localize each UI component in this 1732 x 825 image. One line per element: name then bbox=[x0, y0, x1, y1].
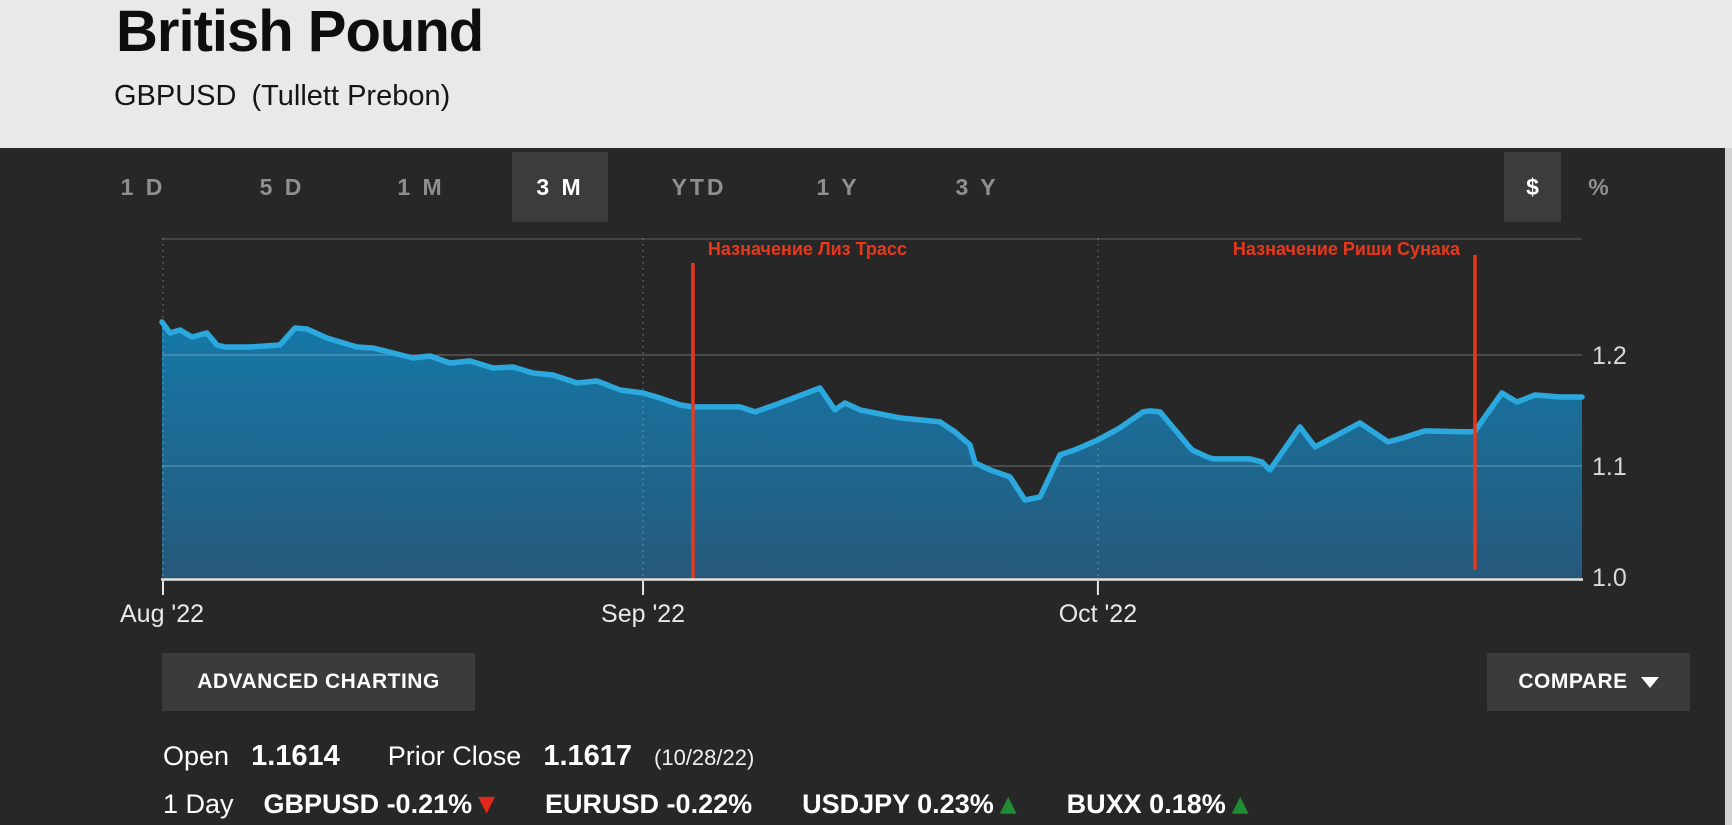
compare-label: COMPARE bbox=[1518, 670, 1628, 693]
instrument-subtitle: GBPUSD (Tullett Prebon) bbox=[114, 80, 450, 113]
ticker-change: GBPUSD -0.21% bbox=[263, 789, 473, 819]
prior-close-label: Prior Close bbox=[387, 741, 522, 771]
page-title: British Pound bbox=[116, 0, 484, 64]
y-axis-label: 1.0 bbox=[1592, 564, 1627, 592]
chart-module: 1 D 5 D 1 M 3 M YTD 1 Y 3 Y $% Назначение Лиз … bbox=[0, 148, 1732, 825]
advanced-charting-button[interactable]: ADVANCED CHARTING bbox=[162, 653, 475, 711]
y-axis-label: 1.1 bbox=[1592, 453, 1627, 481]
ticker-change: USDJPY 0.23% bbox=[802, 789, 994, 819]
x-axis-label: Oct '22 bbox=[1058, 600, 1138, 628]
unit-toggle-percent[interactable]: % bbox=[1588, 173, 1609, 200]
advanced-charting-label: ADVANCED CHARTING bbox=[197, 670, 440, 693]
range-tab-ytd[interactable]: YTD bbox=[671, 173, 727, 200]
range-tab-5d[interactable]: 5 D bbox=[259, 173, 305, 200]
compare-button[interactable]: COMPARE bbox=[1487, 653, 1690, 711]
chart-area-fill bbox=[162, 322, 1582, 578]
y-axis-label: 1.2 bbox=[1592, 342, 1627, 370]
down-arrow-icon: ▼ bbox=[478, 791, 496, 817]
ticker-usdjpy[interactable]: USDJPY 0.23% ▲ bbox=[802, 789, 1017, 820]
as-of-date: (10/28/22) bbox=[654, 745, 755, 770]
range-tab-3y[interactable]: 3 Y bbox=[955, 173, 999, 200]
quote-source: (Tullett Prebon) bbox=[251, 80, 451, 112]
range-tabbar: 1 D 5 D 1 M 3 M YTD 1 Y 3 Y bbox=[95, 152, 1025, 222]
range-tab-3m[interactable]: 3 M bbox=[512, 152, 608, 222]
price-chart[interactable]: Назначение Лиз Трасс Назначение Риши Суна… bbox=[120, 238, 1585, 668]
unit-toggle-dollar[interactable]: $ bbox=[1504, 152, 1561, 222]
prior-close-value: 1.1617 bbox=[543, 740, 633, 772]
chevron-down-icon bbox=[1640, 676, 1659, 688]
scrollbar[interactable] bbox=[1725, 148, 1732, 825]
x-axis-label: Sep '22 bbox=[601, 600, 686, 628]
up-arrow-icon: ▲ bbox=[999, 791, 1017, 817]
period-label: 1 Day bbox=[163, 789, 234, 819]
ticker-gbpusd[interactable]: GBPUSD -0.21% ▼ bbox=[264, 789, 496, 820]
unit-toggle-group: $% bbox=[1504, 152, 1627, 222]
up-arrow-icon: ▲ bbox=[1231, 791, 1249, 817]
chart-annotation: Назначение Риши Сунака bbox=[1232, 239, 1460, 259]
x-axis-label: Aug '22 bbox=[119, 600, 205, 628]
ticker-list: GBPUSD -0.21% ▼ EURUSD -0.22% USDJPY 0.23% ▲… bbox=[264, 789, 1299, 820]
page-header: British Pound GBPUSD (Tullett Prebon) bbox=[0, 0, 1732, 148]
price-chart-canvas bbox=[159, 238, 1585, 595]
open-label: Open bbox=[163, 741, 230, 771]
range-tab-1y[interactable]: 1 Y bbox=[816, 173, 860, 200]
ticker-buxx[interactable]: BUXX 0.18% ▲ bbox=[1067, 789, 1249, 820]
quote-stats-row: Open 1.1614 Prior Close 1.1617 (10/28/22… bbox=[163, 740, 754, 773]
price-line bbox=[159, 319, 1585, 503]
related-tickers-row: 1 Day GBPUSD -0.21% ▼ EURUSD -0.22% USDJPY … bbox=[163, 789, 1299, 820]
ticker-change: BUXX 0.18% bbox=[1066, 789, 1226, 819]
ticker-eurusd[interactable]: EURUSD -0.22% bbox=[545, 789, 752, 820]
instrument-symbol: GBPUSD bbox=[114, 80, 237, 112]
ticker-change: EURUSD -0.22% bbox=[545, 789, 753, 819]
chart-annotation: Назначение Лиз Трасс bbox=[707, 239, 907, 259]
range-tab-1d[interactable]: 1 D bbox=[120, 173, 166, 200]
range-tab-1m[interactable]: 1 M bbox=[397, 173, 445, 200]
open-value: 1.1614 bbox=[251, 740, 340, 772]
